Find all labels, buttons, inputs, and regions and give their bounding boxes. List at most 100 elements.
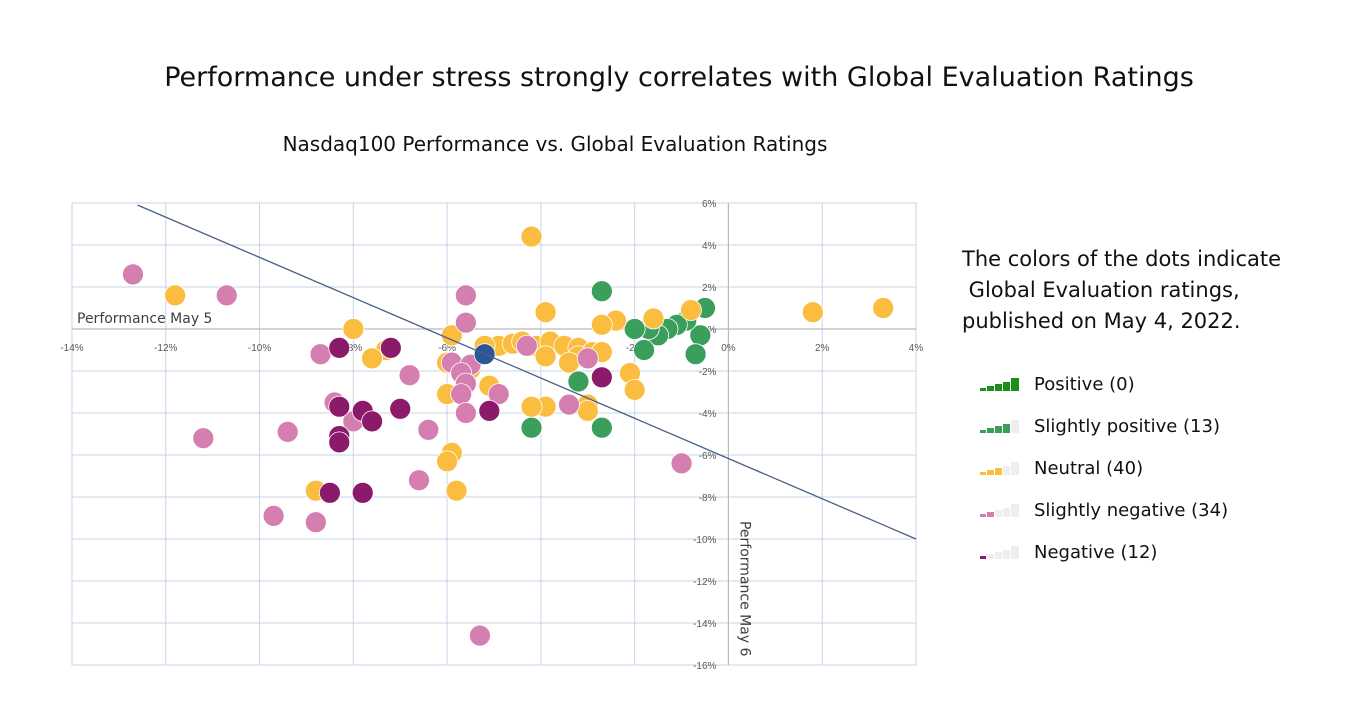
chart-title: Nasdaq100 Performance vs. Global Evaluat… bbox=[282, 132, 828, 156]
y-tick-label: -16% bbox=[693, 661, 716, 672]
data-point-slightly-negative bbox=[450, 383, 473, 406]
data-point-slightly-negative bbox=[454, 311, 477, 334]
data-point-slightly-positive bbox=[567, 370, 590, 393]
rating-bars-graphic bbox=[980, 546, 1019, 559]
x-tick-label: 0% bbox=[721, 343, 736, 354]
rating-bar bbox=[1003, 466, 1010, 475]
data-point-neutral bbox=[590, 313, 613, 336]
legend-label: Negative (12) bbox=[1034, 541, 1158, 563]
rating-bar bbox=[987, 554, 994, 559]
legend-label: Slightly negative (34) bbox=[1034, 499, 1229, 521]
data-point-negative bbox=[351, 481, 374, 504]
data-point-neutral bbox=[361, 347, 383, 370]
data-point-neutral bbox=[680, 299, 702, 322]
x-tick-label: -14% bbox=[60, 343, 83, 354]
rating-bar bbox=[1011, 462, 1019, 475]
data-point-slightly-negative bbox=[487, 383, 510, 406]
data-point-negative bbox=[478, 399, 501, 422]
legend-label: Positive (0) bbox=[1034, 373, 1135, 395]
data-point-slightly-negative bbox=[408, 469, 430, 492]
y-tick-label: 4% bbox=[702, 241, 717, 252]
data-point-negative bbox=[389, 397, 412, 420]
y-tick-label: -10% bbox=[693, 535, 716, 546]
rating-bars-graphic bbox=[980, 462, 1019, 475]
rating-bars-icon bbox=[980, 543, 1022, 561]
x-tick-label: -10% bbox=[248, 343, 271, 354]
data-point-negative bbox=[328, 395, 351, 418]
data-point-neutral bbox=[534, 301, 557, 324]
data-point-neutral bbox=[642, 307, 665, 330]
rating-bar bbox=[980, 388, 986, 391]
data-point-neutral bbox=[534, 345, 557, 368]
data-point-slightly-negative bbox=[122, 263, 144, 286]
y-tick-label: -2% bbox=[699, 367, 717, 378]
data-point-slightly-negative bbox=[417, 418, 440, 441]
data-point-slightly-negative bbox=[276, 420, 299, 443]
rating-bar bbox=[1011, 378, 1019, 391]
rating-bar bbox=[987, 386, 994, 391]
rating-bar bbox=[987, 512, 994, 517]
rating-bar bbox=[1003, 424, 1010, 433]
data-point-negative bbox=[379, 336, 402, 359]
data-point-slightly-positive bbox=[520, 416, 543, 439]
data-point-slightly-negative bbox=[304, 511, 327, 534]
rating-bar bbox=[980, 514, 986, 517]
data-point-slightly-negative bbox=[469, 624, 491, 647]
rating-bar bbox=[1003, 508, 1010, 517]
legend-item-positive: Positive (0) bbox=[980, 363, 1228, 405]
data-point-negative bbox=[361, 410, 383, 433]
data-point-neutral bbox=[872, 297, 895, 319]
y-axis-title: Performance May 6 bbox=[736, 521, 752, 657]
data-point-slightly-negative bbox=[215, 284, 238, 307]
main-title: Performance under stress strongly correl… bbox=[164, 62, 1194, 93]
rating-bars-icon bbox=[980, 501, 1022, 519]
data-point-slightly-positive bbox=[590, 416, 613, 439]
rating-bars-icon bbox=[980, 417, 1022, 435]
rating-bar bbox=[995, 384, 1002, 391]
data-point-neutral bbox=[576, 399, 599, 422]
trendline bbox=[137, 204, 917, 540]
data-point-slightly-negative bbox=[454, 402, 477, 424]
legend: Positive (0) Slightly positive (13) Neut… bbox=[980, 363, 1228, 573]
data-point-slightly-negative bbox=[454, 284, 477, 307]
legend-note: The colors of the dots indicate Global E… bbox=[962, 244, 1322, 337]
legend-note-line-3: published on May 4, 2022. bbox=[962, 309, 1241, 333]
legend-item-negative: Negative (12) bbox=[980, 531, 1228, 573]
y-tick-label: -6% bbox=[699, 451, 717, 462]
legend-note-line-2: Global Evaluation ratings, bbox=[962, 278, 1240, 302]
y-tick-label: -4% bbox=[699, 409, 717, 420]
y-tick-label: -12% bbox=[693, 577, 716, 588]
x-tick-label: 2% bbox=[815, 343, 830, 354]
rating-bar bbox=[1011, 546, 1019, 559]
rating-bar bbox=[995, 426, 1002, 433]
rating-bars-icon bbox=[980, 459, 1022, 477]
rating-bar bbox=[1011, 504, 1019, 517]
rating-bar bbox=[995, 552, 1002, 559]
data-point-negative bbox=[318, 481, 341, 504]
rating-bar bbox=[995, 468, 1002, 475]
x-tick-label: -12% bbox=[154, 343, 177, 354]
x-tick-label: -8% bbox=[344, 343, 362, 354]
y-tick-label: 6% bbox=[702, 199, 717, 210]
data-point-neutral bbox=[623, 378, 646, 401]
data-point-neutral bbox=[801, 301, 824, 324]
y-tick-label: 2% bbox=[702, 283, 717, 294]
rating-bar bbox=[987, 428, 994, 433]
data-point-slightly-positive bbox=[633, 339, 655, 361]
data-point-slightly-negative bbox=[576, 347, 599, 370]
data-point-slightly-negative bbox=[262, 505, 285, 527]
data-point-neutral bbox=[164, 284, 187, 307]
legend-item-neutral: Neutral (40) bbox=[980, 447, 1228, 489]
data-point-negative bbox=[590, 366, 613, 389]
data-point-negative bbox=[328, 431, 351, 454]
rating-bars-graphic bbox=[980, 378, 1019, 391]
rating-bars-graphic bbox=[980, 420, 1019, 433]
data-point-neutral bbox=[342, 318, 365, 340]
data-point-slightly-positive bbox=[590, 280, 613, 303]
rating-bar bbox=[980, 430, 986, 433]
data-point-neutral bbox=[520, 395, 543, 418]
rating-bars-icon bbox=[980, 375, 1022, 393]
data-point-slightly-negative bbox=[558, 393, 580, 416]
rating-bar bbox=[1011, 420, 1019, 433]
